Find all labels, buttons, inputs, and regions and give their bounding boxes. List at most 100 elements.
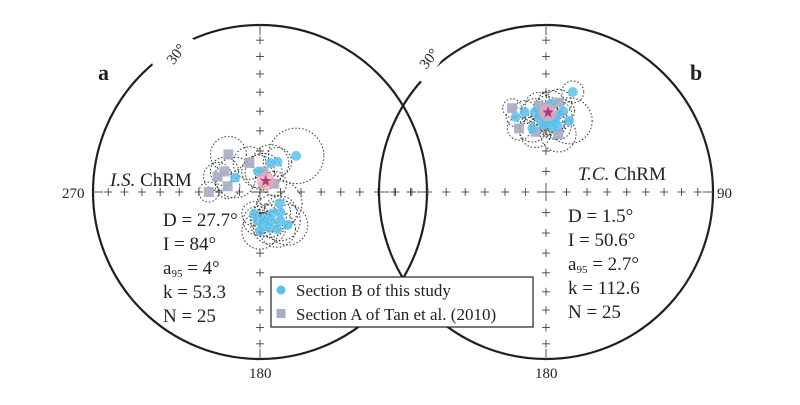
- confidence-circle: [545, 97, 593, 145]
- grid-cross: [542, 306, 550, 315]
- grid-cross: [156, 188, 165, 196]
- grid-cross: [355, 188, 364, 196]
- legend-marker-circle: [276, 285, 286, 295]
- grid-cross: [542, 52, 550, 61]
- title-rest-b: ChRM: [609, 164, 666, 185]
- dip-label-bg-a: [151, 27, 201, 81]
- data-point-section-b: [230, 172, 241, 183]
- grid-crosses-a: [104, 36, 416, 348]
- data-point-section-b: [267, 208, 278, 219]
- legend-box: [270, 276, 534, 328]
- confidence-circle: [536, 89, 565, 118]
- stat-inclination-a: I = 84°: [163, 234, 216, 255]
- stat-declination-b: D = 1.5°: [568, 206, 633, 227]
- grid-cross: [622, 188, 631, 196]
- data-point-section-b: [275, 207, 286, 218]
- confidence-circle: [540, 115, 577, 153]
- grid-cross: [542, 287, 550, 296]
- grid-crosses-b: [390, 36, 702, 348]
- grid-cross: [256, 287, 264, 296]
- data-point-section-b: [558, 106, 569, 117]
- stat-inclination-b: I = 50.6°: [568, 230, 635, 251]
- grid-cross: [542, 36, 550, 45]
- grid-cross: [542, 249, 550, 258]
- grid-cross: [542, 146, 550, 155]
- panel-label-b: b: [690, 60, 702, 85]
- grid-cross: [562, 188, 571, 196]
- data-point-section-b: [275, 215, 286, 226]
- stat-n-a: N = 25: [163, 306, 216, 327]
- grid-cross: [521, 188, 530, 196]
- title-italic-b: T.C.: [578, 164, 609, 185]
- grid-cross: [256, 306, 264, 315]
- grid-cross: [423, 188, 432, 196]
- axis-label-west-a: 270: [62, 186, 85, 202]
- axis-label-south-b: 180: [535, 366, 558, 382]
- confidence-circle: [540, 114, 566, 140]
- grid-cross: [256, 52, 264, 61]
- axis-label-east-b: 90: [717, 186, 732, 202]
- a95-rest-a: = 4°: [182, 258, 219, 279]
- confidence-circle: [267, 204, 309, 246]
- data-point-section-b: [547, 122, 558, 133]
- data-point-section-a: [553, 129, 564, 140]
- center-cross: [537, 183, 555, 201]
- data-point-section-b: [567, 86, 578, 97]
- grid-cross: [256, 88, 264, 97]
- grid-cross: [256, 36, 264, 45]
- grid-cross: [235, 188, 244, 196]
- data-point-section-b: [564, 115, 575, 126]
- grid-cross: [406, 188, 415, 196]
- grid-cross: [137, 188, 146, 196]
- confidence-circle: [198, 181, 220, 203]
- dip-label-bg-b: [401, 31, 451, 85]
- data-point-section-b: [510, 112, 521, 123]
- data-point-section-a: [507, 103, 518, 114]
- grid-cross: [390, 188, 399, 196]
- panel-title-a: I.S. ChRM: [109, 170, 192, 191]
- grid-cross: [542, 268, 550, 277]
- data-points-a: [203, 149, 302, 236]
- grid-cross: [175, 188, 184, 196]
- grid-cross: [256, 126, 264, 135]
- a95-sub-b: 95: [576, 264, 588, 276]
- a95-prefix-b: a: [568, 254, 577, 275]
- confidence-circle: [267, 127, 325, 185]
- data-point-section-a: [219, 166, 230, 177]
- grid-cross: [256, 268, 264, 277]
- stat-k-b: k = 112.6: [568, 278, 640, 299]
- grid-cross: [461, 188, 470, 196]
- grid-cross: [480, 188, 489, 196]
- grid-cross: [542, 339, 550, 348]
- title-italic-a: I.S.: [109, 170, 135, 191]
- data-point-section-b: [274, 198, 285, 209]
- stat-k-a: k = 53.3: [163, 282, 226, 303]
- grid-cross: [603, 188, 612, 196]
- grid-cross: [500, 188, 509, 196]
- confidence-circle: [540, 99, 573, 132]
- data-point-section-b: [527, 123, 538, 134]
- grid-cross: [542, 167, 550, 176]
- mean-direction-a: [256, 172, 275, 191]
- grid-cross: [256, 69, 264, 78]
- data-point-section-a: [223, 149, 234, 160]
- data-point-section-b: [272, 156, 283, 167]
- data-point-section-a: [553, 97, 564, 108]
- stat-a95-a: a95 = 4°: [163, 258, 220, 280]
- grid-cross: [542, 208, 550, 217]
- axis-ticks-b: [379, 25, 713, 359]
- grid-cross: [120, 188, 129, 196]
- stat-declination-a: D = 27.7°: [163, 210, 238, 231]
- stereonet-panel-a: 30° a 270 180 I.S. ChRM D = 27.7° I = 84…: [62, 23, 429, 382]
- data-point-section-b: [529, 107, 540, 118]
- grid-cross: [442, 188, 451, 196]
- mean-star: [260, 175, 272, 186]
- grid-cross: [583, 188, 592, 196]
- confidence-circle: [261, 170, 288, 197]
- grid-cross: [256, 249, 264, 258]
- data-point-section-b: [272, 224, 283, 235]
- grid-cross: [256, 107, 264, 116]
- data-point-section-a: [533, 100, 544, 111]
- data-point-section-b: [282, 219, 293, 230]
- grid-cross: [693, 188, 702, 196]
